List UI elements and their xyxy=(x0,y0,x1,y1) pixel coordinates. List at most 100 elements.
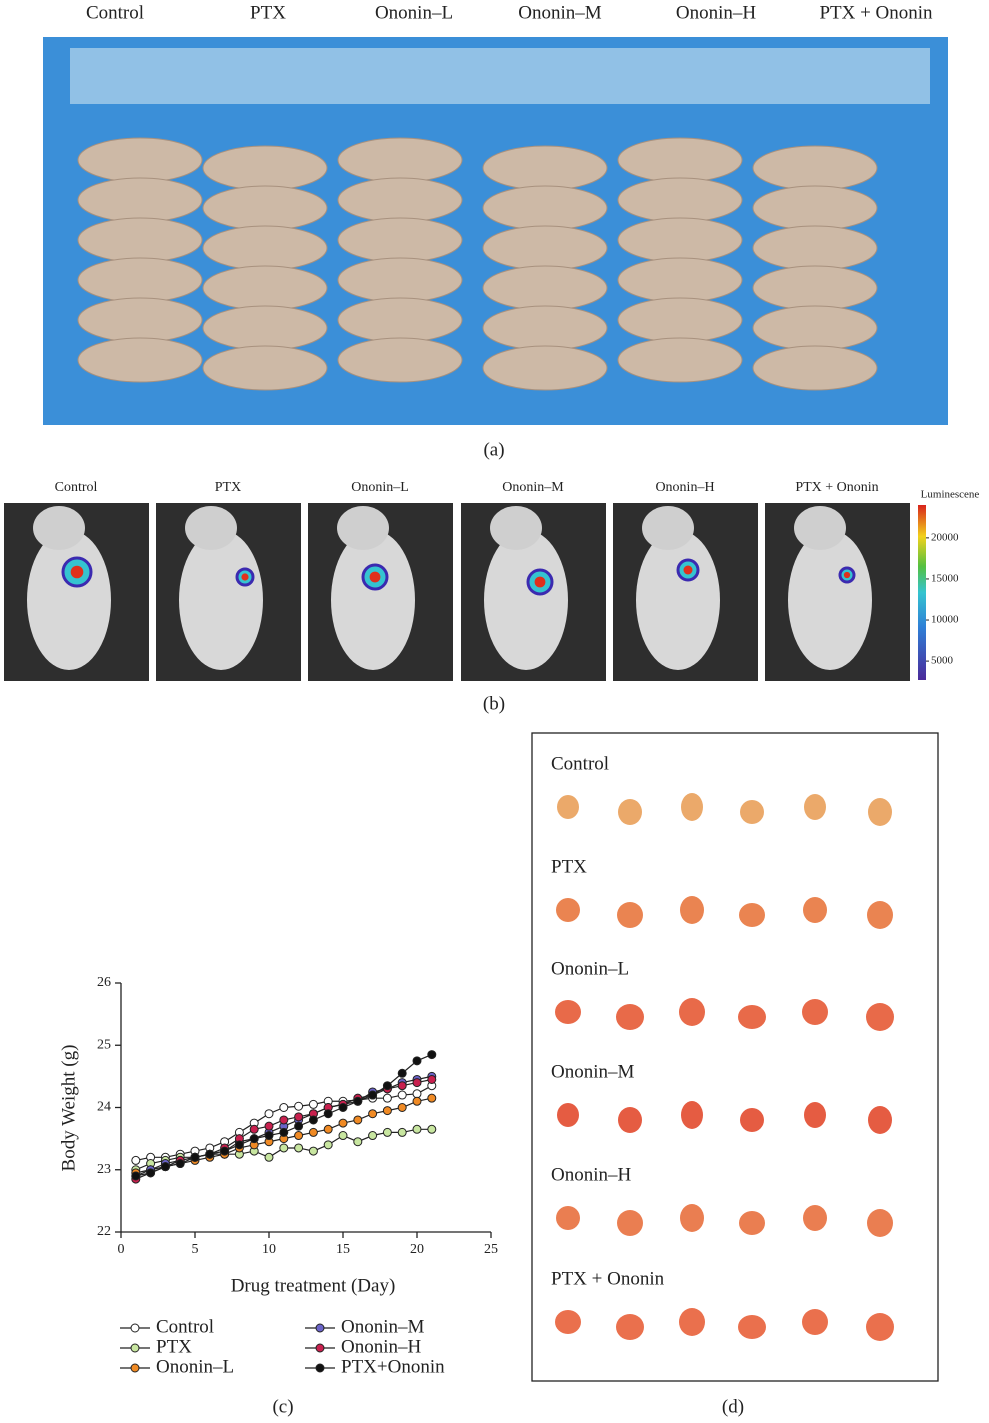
legend-marker xyxy=(316,1364,324,1372)
point xyxy=(383,1094,391,1102)
y-tick-label: 25 xyxy=(97,1037,111,1052)
legend-label: Ononin–M xyxy=(341,1316,425,1337)
point xyxy=(309,1116,317,1124)
point xyxy=(428,1094,436,1102)
point xyxy=(295,1122,303,1130)
tumor xyxy=(681,1101,703,1129)
mouse xyxy=(483,226,607,270)
tumor xyxy=(740,800,764,824)
mouse xyxy=(78,338,202,382)
tumor xyxy=(617,1210,643,1236)
group-label: Ononin–L xyxy=(375,2,453,23)
x-tick-label: 15 xyxy=(336,1242,350,1257)
tumor xyxy=(618,799,642,825)
point xyxy=(354,1097,362,1105)
tumor xyxy=(739,903,765,927)
mouse xyxy=(618,218,742,262)
group-label: Ononin–L xyxy=(551,958,629,979)
legend-label: Ononin–L xyxy=(156,1356,234,1377)
mouse-head xyxy=(33,506,85,550)
tumor xyxy=(866,1003,894,1031)
point xyxy=(428,1075,436,1083)
mouse xyxy=(78,298,202,342)
mouse xyxy=(78,138,202,182)
tumor xyxy=(618,1107,642,1133)
tumor xyxy=(802,999,828,1025)
point xyxy=(413,1090,421,1098)
group-label: Ononin–H xyxy=(551,1164,632,1185)
tumor xyxy=(739,1211,765,1235)
tumor xyxy=(680,1204,704,1232)
group-label: Control xyxy=(55,480,98,495)
tumor xyxy=(804,794,826,820)
y-tick-label: 23 xyxy=(97,1162,111,1177)
mouse xyxy=(753,346,877,390)
ruler xyxy=(70,48,930,104)
mouse xyxy=(753,226,877,270)
mouse-head xyxy=(337,506,389,550)
point xyxy=(176,1160,184,1168)
mouse xyxy=(338,338,462,382)
mouse xyxy=(753,266,877,310)
mouse-head xyxy=(490,506,542,550)
tumor xyxy=(868,798,892,826)
tumor xyxy=(867,901,893,929)
tumor xyxy=(866,1313,894,1341)
tumor xyxy=(679,1308,705,1336)
point xyxy=(339,1104,347,1112)
signal-core xyxy=(370,572,381,583)
mouse xyxy=(203,346,327,390)
colorbar-tick-label: 5000 xyxy=(931,655,954,667)
mouse xyxy=(483,346,607,390)
mouse xyxy=(78,178,202,222)
point xyxy=(132,1156,140,1164)
x-tick-label: 20 xyxy=(410,1242,424,1257)
point xyxy=(398,1069,406,1077)
point xyxy=(413,1097,421,1105)
tumor xyxy=(557,795,579,819)
y-tick-label: 22 xyxy=(97,1224,111,1239)
mouse xyxy=(203,266,327,310)
point xyxy=(398,1091,406,1099)
mouse-body xyxy=(788,530,872,670)
legend-marker xyxy=(316,1344,324,1352)
tumor xyxy=(868,1106,892,1134)
mouse-head xyxy=(185,506,237,550)
colorbar-title: Luminescene xyxy=(921,489,980,501)
imaging-panels xyxy=(4,503,910,681)
mouse xyxy=(753,146,877,190)
mouse xyxy=(203,226,327,270)
tumor xyxy=(803,897,827,923)
point xyxy=(309,1147,317,1155)
legend-marker xyxy=(131,1344,139,1352)
colorbar xyxy=(918,505,926,680)
tumor xyxy=(556,1206,580,1230)
group-label: PTX xyxy=(215,480,241,495)
point xyxy=(295,1102,303,1110)
signal-core xyxy=(71,566,84,579)
point xyxy=(428,1125,436,1133)
mouse xyxy=(618,178,742,222)
mouse-head xyxy=(794,506,846,550)
mouse-head xyxy=(642,506,694,550)
x-tick-label: 0 xyxy=(118,1242,125,1257)
tumor xyxy=(616,1314,644,1340)
point xyxy=(309,1100,317,1108)
tumor xyxy=(617,902,643,928)
mouse xyxy=(753,306,877,350)
signal-core xyxy=(241,573,248,580)
legend-label: Ononin–H xyxy=(341,1336,422,1357)
point xyxy=(221,1147,229,1155)
point xyxy=(369,1132,377,1140)
signal-core xyxy=(684,566,693,575)
y-axis-label: Body Weight (g) xyxy=(58,1045,79,1172)
mouse xyxy=(618,298,742,342)
legend-label: Control xyxy=(156,1316,214,1337)
group-label: Ononin–M xyxy=(551,1061,635,1082)
point xyxy=(132,1172,140,1180)
mouse-body xyxy=(636,530,720,670)
group-label: PTX xyxy=(250,2,286,23)
mouse xyxy=(618,258,742,302)
tumor xyxy=(679,998,705,1026)
mouse xyxy=(483,266,607,310)
